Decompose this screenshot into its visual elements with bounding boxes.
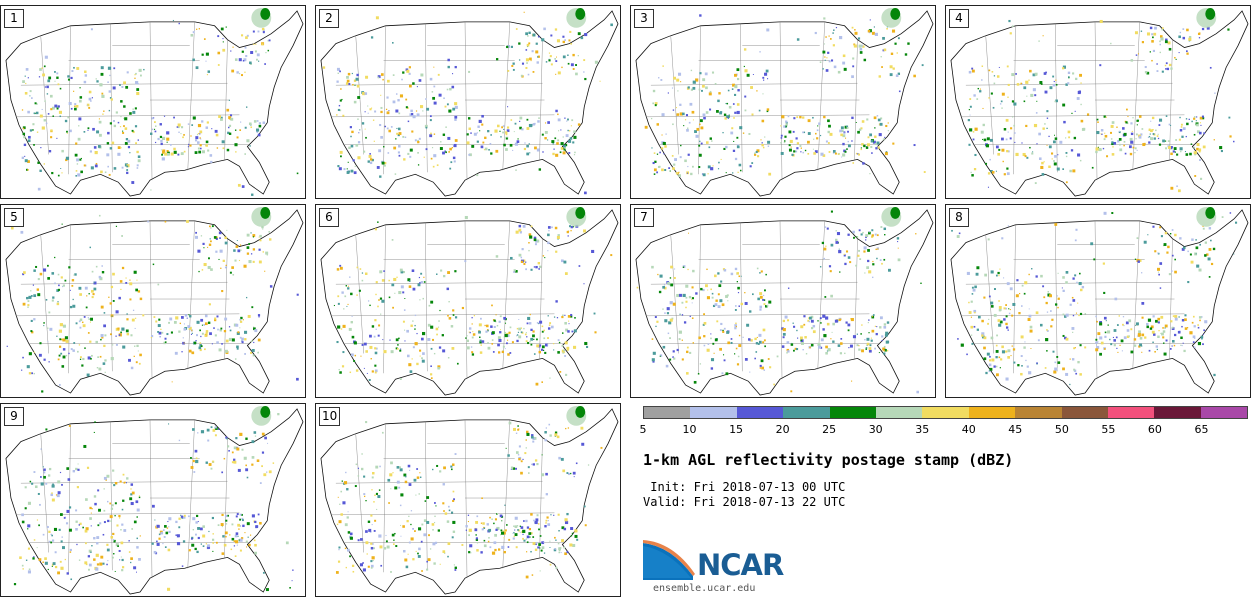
reflectivity-map [5,7,304,197]
colorbar-swatch [736,407,784,418]
reflectivity-map [320,206,619,396]
member-number: 8 [949,208,969,227]
figure-title: 1-km AGL reflectivity postage stamp (dBZ… [643,451,1014,469]
reflectivity-map [5,405,304,595]
member-number: 6 [319,208,339,227]
colorbar-tick-label: 5 [639,423,647,436]
colorbar-tick-label: 60 [1147,423,1162,436]
member-panel: 6 [315,204,621,398]
reflectivity-map [635,206,934,396]
colorbar-swatch [1200,407,1248,418]
valid-time: Valid: Fri 2018-07-13 22 UTC [643,495,846,509]
member-panel: 7 [630,204,936,398]
member-panel: 9 [0,403,306,597]
colorbar-swatch [1015,407,1062,418]
member-number: 5 [4,208,24,227]
colorbar-tick-label: 15 [729,423,744,436]
colorbar-swatch [1107,407,1155,418]
init-time: Init: Fri 2018-07-13 00 UTC [643,480,846,494]
colorbar-tick-label: 50 [1054,423,1069,436]
colorbar-swatch [922,407,969,418]
member-number: 2 [319,9,339,28]
reflectivity-map [320,405,619,595]
member-panel: 2 [315,5,621,199]
reflectivity-map [950,206,1249,396]
member-panel: 1 [0,5,306,199]
colorbar-tick-label: 40 [961,423,976,436]
colorbar-tick-label: 25 [822,423,837,436]
member-number: 7 [634,208,654,227]
ncar-logo-icon [643,540,695,580]
reflectivity-map [950,7,1249,197]
member-number: 1 [4,9,24,28]
colorbar-tick-label: 30 [868,423,883,436]
member-number: 4 [949,9,969,28]
colorbar-swatch [783,407,830,418]
colorbar-swatch [690,407,737,418]
colorbar-tick-label: 10 [682,423,697,436]
colorbar-tick-label: 55 [1101,423,1116,436]
member-panel: 5 [0,204,306,398]
member-number: 9 [4,407,24,426]
colorbar-swatch [1061,407,1108,418]
colorbar-swatch [875,407,923,418]
colorbar-swatch [1154,407,1201,418]
reflectivity-map [5,206,304,396]
member-panel: 8 [945,204,1251,398]
member-number: 3 [634,9,654,28]
member-panel: 3 [630,5,936,199]
colorbar-swatch [968,407,1016,418]
colorbar-ticks: 5 10 15 20 25 30 35 40 45 50 55 60 65 [639,423,1248,437]
colorbar-tick-label: 65 [1194,423,1209,436]
colorbar-swatch [829,407,876,418]
colorbar-swatch [644,407,691,418]
colorbar-tick-label: 35 [915,423,930,436]
member-number: 10 [319,407,341,426]
member-panel: 10 [315,403,621,597]
reflectivity-colorbar [643,406,1248,419]
member-panel: 4 [945,5,1251,199]
colorbar-tick-label: 45 [1008,423,1023,436]
site-url: ensemble.ucar.edu [653,583,756,594]
colorbar-tick-label: 20 [775,423,790,436]
ncar-logo-text: NCAR [697,548,784,582]
reflectivity-map [635,7,934,197]
reflectivity-map [320,7,619,197]
